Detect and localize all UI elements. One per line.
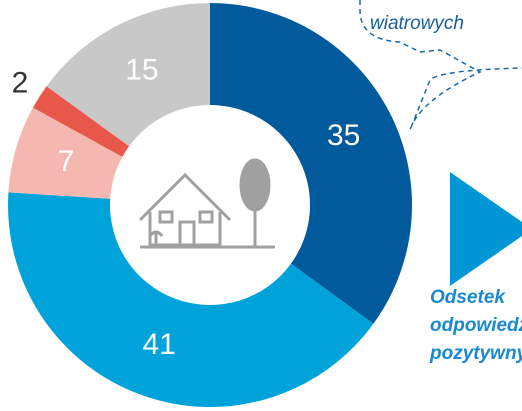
annotation: Odsetek [430,287,506,308]
value-label: 7 [58,145,75,178]
annotation: pozytywnych [429,343,522,364]
slice [8,107,123,199]
value-label: 35 [327,119,360,152]
value-label: 2 [12,66,29,99]
annotation: wiatrowych [370,13,464,34]
speech-bubble [359,0,522,131]
value-label: 15 [125,53,158,86]
arrow-icon [450,172,522,286]
donut [7,3,413,408]
slice [210,3,413,324]
slice [32,86,130,157]
slice [46,3,210,147]
house-icon [138,158,275,249]
value-label: 41 [143,328,176,361]
annotation: odpowiedzi [430,315,522,336]
slice [7,192,374,408]
